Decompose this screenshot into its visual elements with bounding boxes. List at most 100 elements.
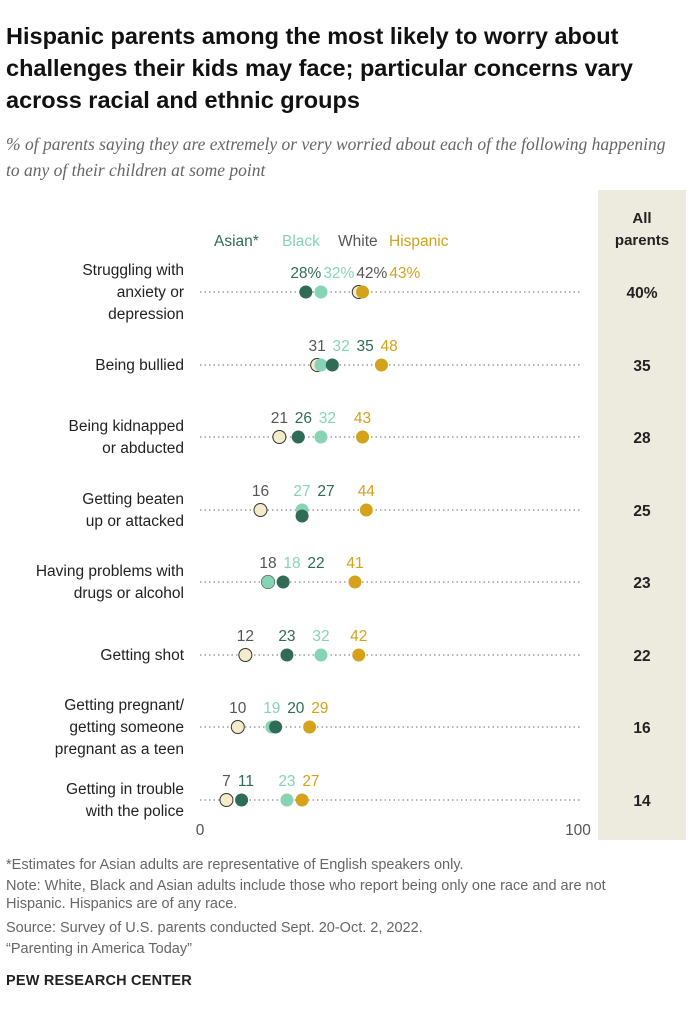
value-label-black: 32 — [312, 628, 329, 645]
value-label-asian: 20 — [287, 700, 305, 717]
value-label-hispanic: 43 — [354, 410, 371, 427]
value-label-asian: 22 — [307, 555, 324, 572]
legend-white: White — [338, 233, 378, 250]
dot-asian — [325, 358, 339, 372]
all-parents-value: 35 — [633, 358, 651, 375]
category-label: getting someone — [69, 719, 184, 736]
footnote-asian: *Estimates for Asian adults are represen… — [6, 857, 464, 873]
value-label-asian: 27 — [317, 483, 334, 500]
value-label-hispanic: 27 — [302, 773, 319, 790]
dot-asian — [299, 285, 313, 299]
value-label-white: 42% — [356, 265, 387, 282]
footnote-report: “Parenting in America Today” — [6, 941, 192, 957]
dot-hispanic — [303, 720, 317, 734]
value-label-asian: 28% — [290, 265, 321, 282]
value-label-hispanic: 48 — [381, 338, 398, 355]
dot-black — [261, 575, 275, 589]
category-label: with the police — [85, 803, 184, 820]
value-label-white: 12 — [237, 628, 254, 645]
chart-subtitle: % of parents saying they are extremely o… — [6, 134, 666, 180]
value-label-black: 23 — [278, 773, 295, 790]
dot-asian — [276, 575, 290, 589]
value-label-hispanic: 44 — [358, 483, 376, 500]
value-label-hispanic: 42 — [350, 628, 367, 645]
legend-hispanic: Hispanic — [389, 233, 449, 250]
value-label-black: 19 — [263, 700, 280, 717]
all-parents-value: 40% — [626, 285, 657, 302]
value-label-black: 27 — [293, 483, 310, 500]
value-label-white: 7 — [222, 773, 231, 790]
category-label: Getting shot — [100, 647, 184, 664]
value-label-black: 18 — [283, 555, 300, 572]
all-parents-value: 28 — [633, 430, 651, 447]
value-label-white: 18 — [259, 555, 276, 572]
value-label-white: 16 — [252, 483, 269, 500]
chart-title: Hispanic parents among the most likely t… — [6, 23, 633, 113]
category-label: up or attacked — [86, 513, 184, 530]
dot-hispanic — [348, 575, 362, 589]
value-label-white: 10 — [229, 700, 247, 717]
axis-tick-label: 0 — [196, 822, 205, 839]
category-label: Getting in trouble — [66, 781, 184, 798]
category-label: Having problems with — [36, 563, 184, 580]
category-label: Getting pregnant/ — [64, 697, 184, 714]
value-label-asian: 11 — [238, 773, 254, 790]
value-label-asian: 23 — [278, 628, 295, 645]
dot-hispanic — [356, 430, 370, 444]
dot-asian — [295, 509, 309, 523]
value-label-asian: 35 — [357, 338, 374, 355]
all-parents-value: 16 — [633, 720, 651, 737]
dot-white — [238, 648, 253, 662]
dot-black — [314, 430, 328, 444]
category-label: anxiety or — [117, 284, 184, 301]
dot-asian — [269, 720, 283, 734]
legend-black: Black — [282, 233, 320, 250]
value-label-hispanic: 29 — [311, 700, 328, 717]
dot-asian — [235, 793, 249, 807]
value-label-white: 21 — [271, 410, 288, 427]
dot-hispanic — [352, 648, 366, 662]
all-parents-value: 25 — [633, 503, 651, 520]
category-label: or abducted — [102, 440, 184, 457]
category-label: Getting beaten — [82, 491, 184, 508]
dot-asian — [291, 430, 305, 444]
category-label: Being bullied — [95, 357, 184, 374]
legend-asian: Asian* — [214, 233, 259, 250]
category-label: pregnant as a teen — [55, 741, 184, 758]
all-parents-value: 23 — [633, 575, 651, 592]
category-label: depression — [108, 306, 184, 323]
all-parents-header: All — [632, 210, 651, 227]
dot-plot-chart: All parents Asian* Black White Hispanic Strugg… — [36, 190, 686, 840]
all-parents-value: 22 — [633, 648, 650, 665]
dot-black — [314, 648, 328, 662]
axis-tick-label: 100 — [565, 822, 591, 839]
value-label-black: 32% — [323, 265, 354, 282]
dot-white — [253, 503, 268, 517]
dot-hispanic — [295, 793, 309, 807]
dot-white — [219, 793, 234, 807]
category-label: drugs or alcohol — [74, 585, 184, 602]
value-label-black: 32 — [319, 410, 336, 427]
dot-black — [314, 285, 328, 299]
value-label-black: 32 — [333, 338, 350, 355]
value-label-hispanic: 43% — [389, 265, 420, 282]
dot-black — [314, 358, 328, 372]
dot-white — [272, 430, 287, 444]
dot-black — [280, 793, 294, 807]
value-label-white: 31 — [309, 338, 326, 355]
value-label-hispanic: 41 — [346, 555, 363, 572]
dot-asian — [280, 648, 294, 662]
category-label: Being kidnapped — [69, 418, 185, 435]
dot-hispanic — [374, 358, 388, 372]
dot-hispanic — [356, 285, 370, 299]
footnote-source: Source: Survey of U.S. parents conducted… — [6, 920, 423, 936]
all-parents-header: parents — [615, 232, 669, 249]
dot-hispanic — [359, 503, 373, 517]
category-label: Struggling with — [82, 262, 184, 279]
pew-research-center-logo-text: PEW RESEARCH CENTER — [6, 973, 192, 989]
all-parents-value: 14 — [633, 793, 651, 810]
all-parents-column — [598, 190, 686, 840]
value-label-asian: 26 — [295, 410, 312, 427]
footnote-race-note: Note: White, Black and Asian adults incl… — [6, 878, 606, 912]
dot-white — [230, 720, 245, 734]
